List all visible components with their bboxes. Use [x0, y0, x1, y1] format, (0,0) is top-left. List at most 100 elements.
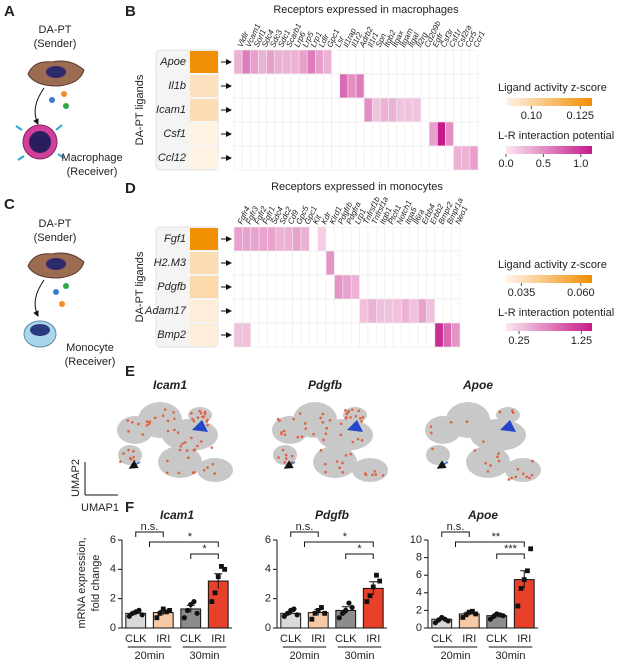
heat-cell: [306, 97, 316, 123]
sig-bracket: [441, 531, 470, 537]
heat-cell: [242, 298, 252, 324]
heat-cell: [334, 322, 344, 348]
heat-cell: [355, 73, 365, 99]
sig-label: *: [202, 543, 207, 555]
cell-cluster: [466, 446, 510, 478]
monocyte-cell: [23, 320, 57, 348]
heat-cell: [309, 274, 319, 300]
heat-cell: [290, 97, 300, 123]
expr-dot: [324, 432, 328, 435]
heat-cell: [275, 322, 285, 348]
activity-cell: [190, 300, 218, 322]
heat-cell: [445, 145, 454, 171]
chart-title: Apoe: [467, 508, 498, 522]
colorbar-tick-label: 0.5: [536, 158, 551, 170]
expr-dot: [350, 408, 354, 411]
ligand-label: Apoe: [159, 56, 186, 68]
heat-cell: [388, 121, 397, 147]
heat-cell: [334, 226, 344, 252]
expr-dot: [145, 420, 149, 424]
heat-cell: [392, 322, 402, 348]
data-point: [194, 610, 200, 616]
colorbar: [506, 275, 592, 283]
panel-letter: C: [4, 196, 15, 213]
y-tick-label: 6: [265, 534, 271, 546]
heat-cell: [249, 121, 259, 147]
pointer: [347, 420, 363, 432]
data-point: [160, 606, 166, 612]
heat-cell: [342, 274, 352, 300]
expr-dot: [465, 420, 469, 424]
heat-cell: [331, 145, 341, 171]
heat-cell: [384, 274, 394, 300]
heat-cell: [437, 97, 446, 123]
heat-cell: [306, 145, 316, 171]
data-point: [346, 600, 352, 606]
heat-cell: [315, 97, 324, 123]
data-point: [500, 613, 506, 619]
legend-title: Ligand activity z-score: [498, 82, 607, 94]
data-point: [191, 599, 197, 605]
heat-cell: [375, 226, 385, 252]
heat-cell: [404, 121, 414, 147]
ligand-dot: [53, 289, 59, 295]
expr-dot: [349, 416, 352, 419]
sender-cell: [27, 252, 85, 279]
heat-cell: [347, 97, 357, 123]
heat-cell: [323, 49, 332, 75]
legend-title: L-R interaction potential: [498, 130, 614, 142]
data-point: [315, 608, 321, 613]
data-point: [164, 609, 169, 615]
expr-dot: [211, 462, 215, 466]
heat-cell: [453, 97, 463, 123]
expr-dot: [166, 419, 170, 423]
heat-cell: [342, 250, 352, 276]
data-point: [364, 599, 370, 604]
heat-cell: [249, 145, 259, 171]
heat-cell: [242, 250, 252, 276]
expr-dot: [198, 409, 201, 413]
heat-cell: [420, 121, 430, 147]
expr-dot: [497, 452, 500, 455]
expr-dot: [354, 414, 358, 418]
expr-dot: [283, 461, 287, 464]
cell-cluster: [317, 419, 373, 451]
panel-letter: E: [125, 363, 135, 380]
heat-cell: [283, 298, 293, 324]
cell-cluster: [496, 407, 520, 423]
macrophage-cell: [15, 124, 65, 161]
heat-cell: [258, 145, 267, 171]
ligand-label: Il1b: [168, 80, 186, 92]
heat-cell: [350, 322, 360, 348]
y-tick-label: 6: [110, 534, 116, 546]
expr-dot: [283, 433, 287, 437]
expr-dot: [132, 455, 135, 459]
heat-cell: [317, 298, 327, 324]
heat-cell: [241, 97, 251, 123]
heat-cell: [404, 73, 414, 99]
expr-dot: [165, 471, 169, 475]
heat-cell: [384, 298, 394, 324]
heat-cell: [347, 49, 357, 75]
cell-cluster: [313, 446, 357, 478]
x-tick-label: IRI: [156, 633, 170, 645]
heat-cell: [380, 73, 389, 99]
heat-cell: [409, 322, 419, 348]
activity-cell: [190, 228, 218, 250]
heat-cell: [342, 322, 352, 348]
expr-dot: [528, 476, 531, 480]
expr-dot: [371, 473, 374, 477]
heat-cell: [426, 274, 436, 300]
heat-cell: [396, 97, 406, 123]
expr-dot: [364, 472, 367, 475]
expr-dot: [292, 417, 295, 421]
activity-cell: [190, 99, 218, 121]
expr-dot: [172, 411, 175, 414]
heat-cell: [384, 226, 394, 252]
expr-dot: [192, 419, 196, 423]
heat-cell: [442, 274, 452, 300]
heat-cell: [275, 298, 285, 324]
data-point: [460, 615, 466, 620]
ligand-label: Ccl12: [158, 152, 186, 164]
